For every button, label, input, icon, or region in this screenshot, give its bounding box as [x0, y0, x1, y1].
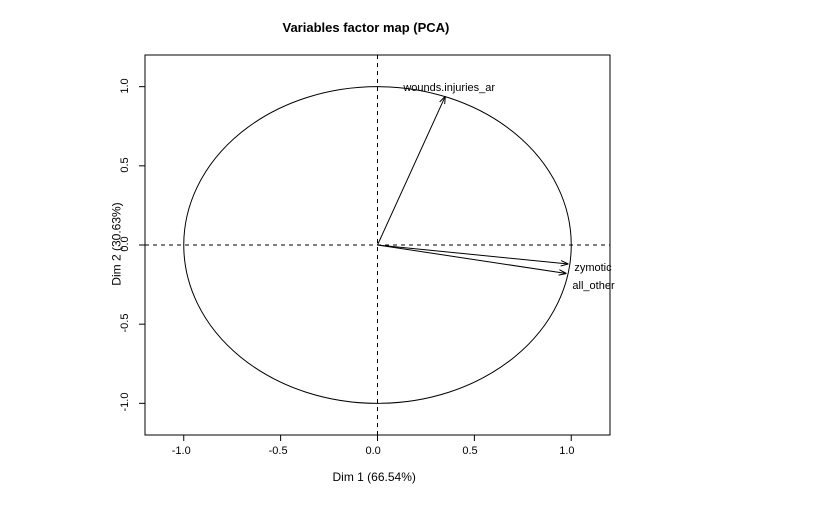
- x-tick-label: 0.5: [462, 445, 477, 457]
- chart-title: Variables factor map (PCA): [283, 20, 450, 35]
- x-axis-label: Dim 1 (66.54%): [333, 470, 416, 484]
- y-tick-label: 0.5: [119, 153, 131, 177]
- y-tick-label: -0.5: [119, 311, 131, 335]
- y-tick-label: 0.0: [119, 232, 131, 256]
- arrow-wounds.injuries_ar: [378, 96, 446, 245]
- var-label-zymotic: zymotic: [574, 262, 611, 274]
- x-tick-label: 0.0: [366, 445, 381, 457]
- arrow-all_other: [378, 245, 567, 274]
- var-label-wounds.injuries_ar: wounds.injuries_ar: [403, 82, 495, 94]
- x-tick-label: 1.0: [559, 445, 574, 457]
- arrowhead: [559, 274, 567, 276]
- pca-factor-map: { "title": "Variables factor map (PCA)",…: [0, 0, 820, 505]
- x-tick-label: -0.5: [269, 445, 288, 457]
- arrowhead: [561, 264, 569, 266]
- y-tick-label: -1.0: [119, 390, 131, 414]
- arrow-zymotic: [378, 245, 569, 264]
- y-tick-label: 1.0: [119, 74, 131, 98]
- var-label-all_other: all_other: [572, 280, 614, 292]
- x-tick-label: -1.0: [172, 445, 191, 457]
